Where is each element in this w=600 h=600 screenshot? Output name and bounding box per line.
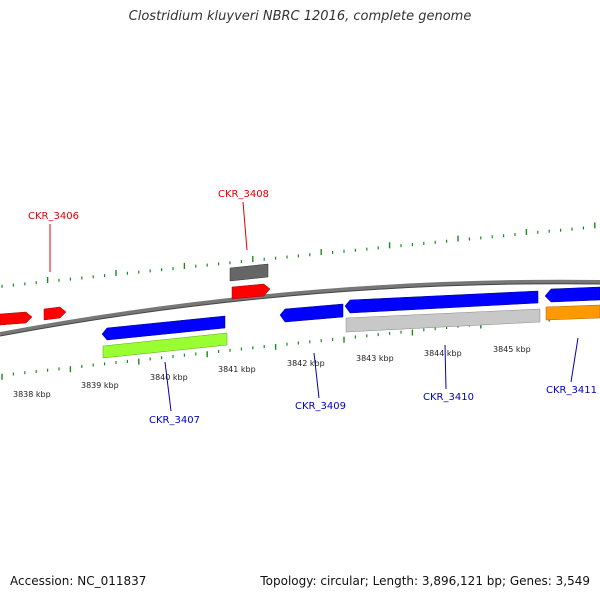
gene-arrow-red-left[interactable] bbox=[0, 311, 33, 326]
gene-arrow-ckr-3409[interactable] bbox=[279, 303, 344, 323]
outer-tick-row bbox=[1, 222, 596, 288]
gene-arrow-ckr-3411-blue[interactable] bbox=[544, 286, 600, 303]
scale-label: 3839 kbp bbox=[81, 381, 119, 390]
gene-arrow-ckr-3408[interactable] bbox=[231, 283, 271, 300]
genome-title: Clostridium kluyveri NBRC 12016, complet… bbox=[128, 9, 472, 24]
label-ckr-3410[interactable]: CKR_3410 bbox=[423, 392, 474, 403]
genome-backbone-shadow bbox=[0, 283, 600, 337]
label-ckr-3411[interactable]: CKR_3411 bbox=[546, 385, 597, 396]
label-ckr-3408[interactable]: CKR_3408 bbox=[218, 189, 269, 200]
accession-text: Accession: NC_011837 bbox=[10, 574, 147, 588]
scale-label: 3845 kbp bbox=[493, 345, 531, 354]
genome-backbone bbox=[0, 279, 600, 336]
gene-block-ckr-3407[interactable] bbox=[102, 332, 228, 359]
label-ckr-3407[interactable]: CKR_3407 bbox=[149, 415, 200, 426]
leader-ckr-3411 bbox=[570, 337, 579, 383]
gene-block-ckr-3410-gray[interactable] bbox=[345, 308, 541, 333]
gene-block-ckr-3408-dark[interactable] bbox=[229, 263, 269, 282]
scale-label: 3840 kbp bbox=[150, 373, 188, 382]
genome-summary-text: Topology: circular; Length: 3,896,121 bp… bbox=[260, 574, 590, 588]
label-ckr-3406[interactable]: CKR_3406 bbox=[28, 211, 79, 222]
scale-label: 3841 kbp bbox=[218, 365, 256, 374]
gene-arrow-ckr-3406[interactable] bbox=[43, 306, 67, 321]
scale-label: 3844 kbp bbox=[424, 349, 462, 358]
gene-arrow-ckr-3410[interactable] bbox=[344, 290, 539, 314]
label-ckr-3409[interactable]: CKR_3409 bbox=[295, 401, 346, 412]
leader-ckr-3408 bbox=[242, 201, 248, 251]
scale-label: 3842 kbp bbox=[287, 359, 325, 368]
leader-ckr-3410 bbox=[444, 344, 447, 390]
gene-arrow-ckr-3407-blue[interactable] bbox=[101, 315, 226, 341]
leader-ckr-3407 bbox=[164, 361, 172, 412]
leader-ckr-3409 bbox=[313, 352, 320, 399]
scale-label: 3843 kbp bbox=[356, 354, 394, 363]
gene-block-ckr-3411[interactable] bbox=[545, 304, 600, 321]
scale-label: 3838 kbp bbox=[13, 390, 51, 399]
